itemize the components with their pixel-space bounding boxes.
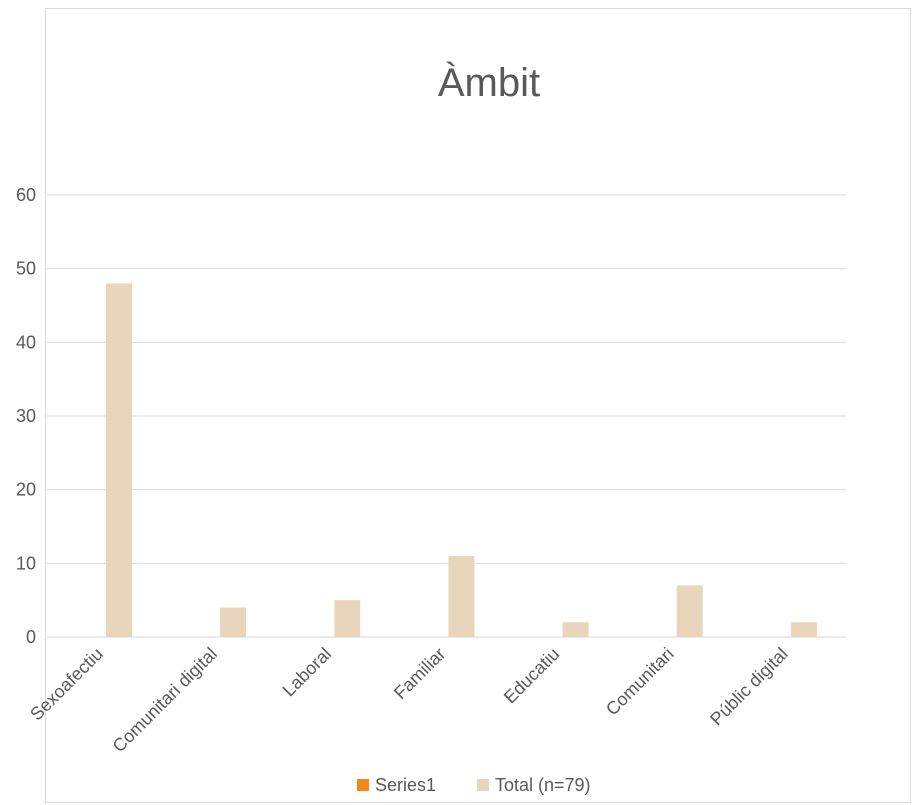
- x-category-label: Laboral: [279, 644, 336, 701]
- bar-total-0: [106, 283, 132, 637]
- chart-title: Àmbit: [438, 60, 540, 105]
- legend-swatch-0: [357, 779, 369, 791]
- bar-total-6: [790, 622, 817, 637]
- bar-total-2: [334, 600, 361, 637]
- y-tick-label: 10: [16, 553, 36, 573]
- bars: [106, 283, 817, 637]
- bar-total-5: [676, 585, 703, 637]
- x-category-label: Familiar: [390, 644, 449, 703]
- y-axis-ticks: 0 10 20 30 40 50 60: [16, 185, 36, 647]
- y-tick-label: 60: [16, 185, 36, 205]
- y-tick-label: 50: [16, 259, 36, 279]
- x-category-label: Comunitari: [602, 644, 678, 720]
- gridlines: [47, 194, 846, 638]
- legend-label-1: Total (n=79): [495, 775, 591, 795]
- x-axis-labels: Sexoafectiu Comunitari digital Laboral Fami…: [26, 644, 792, 756]
- x-category-label: Comunitari digital: [109, 644, 221, 756]
- y-tick-label: 0: [26, 627, 36, 647]
- x-category-label: Públic digital: [706, 644, 792, 730]
- y-tick-label: 40: [16, 332, 36, 352]
- y-tick-label: 30: [16, 406, 36, 426]
- x-category-label: Educatiu: [500, 644, 564, 708]
- y-tick-label: 20: [16, 480, 36, 500]
- chart-frame: [45, 8, 911, 803]
- bar-total-4: [562, 622, 589, 637]
- x-category-label: Sexoafectiu: [26, 644, 107, 725]
- bar-total-1: [220, 607, 247, 637]
- legend-label-0: Series1: [375, 775, 436, 795]
- bar-total-3: [448, 555, 475, 637]
- legend: Series1 Total (n=79): [357, 775, 591, 795]
- legend-swatch-1: [477, 779, 489, 791]
